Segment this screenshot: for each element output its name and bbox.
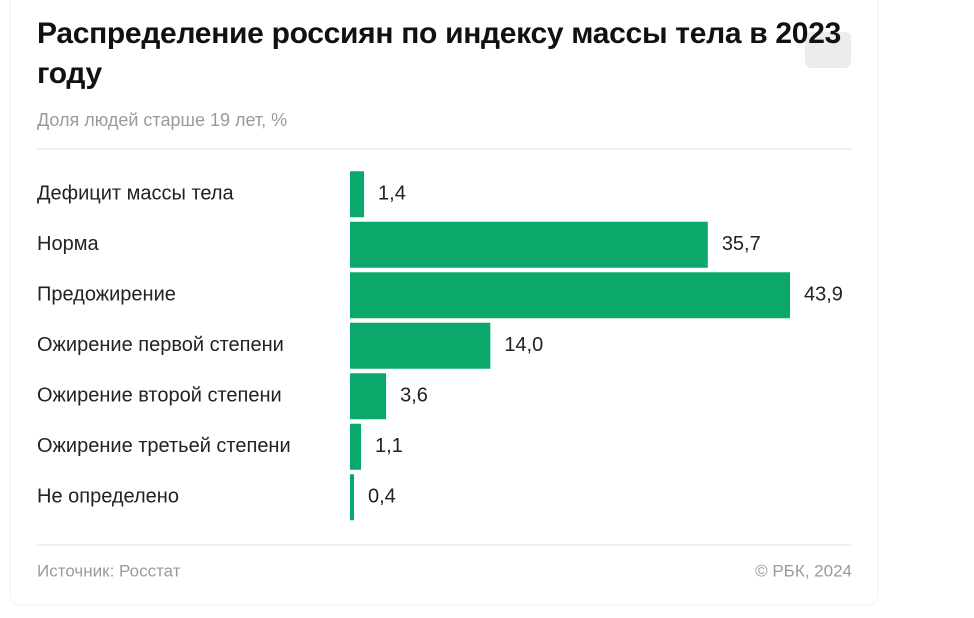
chart-title: Распределение россиян по индексу массы т… [37, 17, 841, 90]
category-label: Ожирение второй степени [37, 385, 282, 407]
value-label: 1,4 [378, 183, 406, 205]
bar [350, 322, 491, 369]
value-label: 1,1 [375, 435, 403, 457]
share-icon[interactable] [805, 32, 851, 68]
bar [350, 272, 790, 319]
bar [350, 221, 708, 268]
credit: © РБК, 2024 [755, 561, 852, 580]
category-label: Предожирение [37, 284, 176, 306]
category-label: Дефицит массы тела [37, 183, 235, 205]
value-label: 3,6 [400, 385, 428, 407]
bar [350, 171, 365, 218]
bar [350, 373, 387, 420]
value-label: 0,4 [368, 486, 396, 508]
bar [350, 474, 355, 521]
source: Источник: Росстат [37, 561, 181, 580]
value-label: 35,7 [722, 233, 761, 255]
bar [350, 423, 362, 470]
value-label: 14,0 [504, 334, 543, 356]
value-label: 43,9 [804, 284, 843, 306]
category-label: Ожирение первой степени [37, 334, 284, 356]
category-label: Не определено [37, 486, 179, 508]
category-label: Ожирение третьей степени [37, 435, 291, 457]
subtitle: Доля людей старше 19 лет, % [37, 110, 287, 130]
category-label: Норма [37, 233, 99, 255]
